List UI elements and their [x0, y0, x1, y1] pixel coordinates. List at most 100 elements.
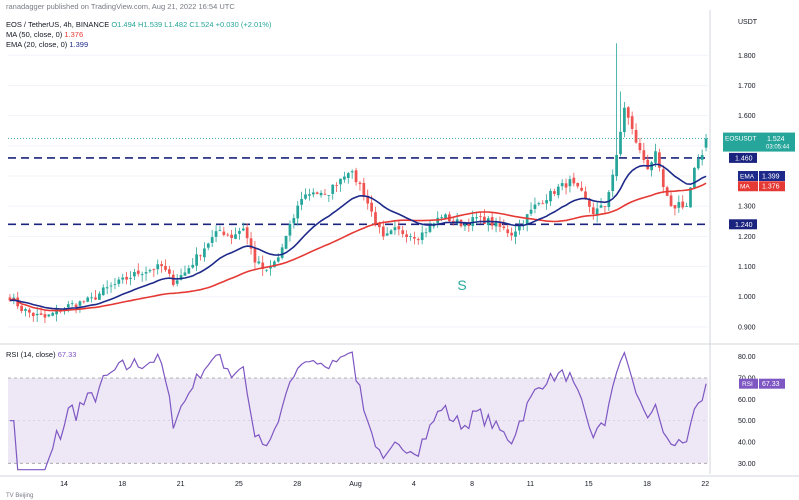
candle-body [350, 171, 354, 173]
candle-body [339, 178, 342, 185]
candle-body [541, 203, 545, 205]
candle-body [638, 143, 642, 151]
level-tag-label: 1.460 [735, 155, 753, 162]
candle-body [249, 238, 253, 249]
candle-body [545, 200, 548, 204]
candle-body [164, 265, 167, 270]
candle-body [284, 235, 288, 249]
moving-averages [9, 163, 707, 312]
candle-body [661, 169, 665, 188]
price-tick-label: 1.000 [738, 294, 756, 301]
candle-body [327, 195, 331, 196]
candle-body [397, 226, 401, 230]
candle-body [90, 297, 93, 299]
series-tag-name-bg [738, 171, 758, 181]
symbol-header: EOS / TetherUS, 4h, BINANCE O1.494 H1.53… [6, 20, 271, 29]
candle-body [533, 204, 537, 209]
rsi-tick-label: 30.00 [738, 461, 756, 468]
publisher-label: ranadagger published on TradingView.com,… [6, 2, 235, 11]
candle-body [311, 192, 315, 195]
candle-body [572, 177, 576, 184]
candle-body [39, 313, 43, 315]
candle-body [506, 229, 510, 234]
candle-body [8, 297, 12, 301]
candle-body [315, 192, 319, 194]
rsi-line [9, 351, 707, 471]
candle-body [86, 297, 90, 302]
candle-body [257, 261, 261, 264]
series-tag-value: 1.399 [762, 174, 780, 181]
candle-body [265, 269, 268, 271]
candle-body [358, 182, 362, 185]
candle-body [226, 234, 230, 236]
time-axis[interactable]: 14 18 21 25 28 Aug 4 8 11 15 18 22 [0, 475, 799, 488]
time-tick-label: 21 [177, 481, 185, 488]
candle-body [444, 214, 447, 219]
level-tag-label: 1.240 [735, 222, 753, 229]
ma-line [9, 182, 707, 312]
symbol-label: EOS / TetherUS, 4h, BINANCE [6, 20, 110, 29]
candle-body [595, 208, 599, 216]
candle-body [234, 234, 237, 239]
publisher-text: ranadagger published on TradingView.com,… [6, 2, 235, 11]
candle-body [409, 236, 412, 238]
candle-body [171, 274, 175, 285]
price-axis[interactable]: USDT0.9001.0001.1001.2001.3001.4001.5001… [709, 10, 795, 474]
candle-body [20, 305, 23, 311]
price-tick-label: 1.600 [738, 113, 756, 120]
candle-body [98, 293, 101, 300]
time-tick-label: 14 [60, 481, 68, 488]
rsi-tag-name: RSI [742, 381, 753, 388]
ema-legend[interactable]: EMA (20, close, 0) 1.399 [6, 40, 88, 49]
candle-body [175, 280, 179, 284]
candle-body [518, 224, 521, 231]
price-tag-countdown: 03:05:44 [766, 145, 790, 151]
candle-body [553, 191, 556, 194]
series-tag-name: MA [740, 184, 750, 191]
ma-legend[interactable]: MA (50, close, 0) 1.376 [6, 30, 83, 39]
candle-body [381, 226, 385, 237]
price-tick-label: 1.800 [738, 53, 756, 60]
horizontal-levels [8, 138, 708, 226]
candle-body [117, 279, 121, 284]
candle-body [479, 216, 482, 217]
candle-body [607, 192, 611, 208]
candle-body [588, 198, 591, 207]
candle-body [451, 220, 455, 223]
candle-body [401, 230, 405, 235]
candle-body [187, 268, 191, 274]
candle-body [440, 217, 443, 219]
candle-body [677, 202, 681, 208]
candle-body [374, 212, 377, 225]
candle-body [696, 159, 700, 169]
time-tick-label: 11 [527, 481, 534, 488]
price-tick-label: 1.300 [738, 204, 756, 211]
candle-body [630, 116, 634, 129]
rsi-tick-label: 80.00 [738, 354, 756, 361]
rsi-legend[interactable]: RSI (14, close) 67.33 [6, 350, 76, 359]
price-tag-value-text: 1.524 [767, 136, 785, 143]
candle-body [183, 272, 187, 276]
candle-body [105, 287, 109, 289]
candle-body [94, 297, 97, 300]
candle-body [113, 284, 117, 285]
candle-body [576, 182, 580, 187]
time-tick-label: 15 [585, 481, 593, 488]
candle-body [109, 285, 113, 287]
candle-body [206, 243, 210, 248]
candle-body [366, 195, 370, 204]
candle-body [389, 230, 393, 235]
candle-body [214, 231, 218, 237]
candle-body [564, 183, 568, 188]
time-tick-label: 18 [643, 481, 651, 488]
candle-body [556, 186, 560, 196]
candle-body [580, 187, 583, 191]
candle-body [693, 167, 696, 188]
candle-body [168, 269, 171, 274]
candle-body [230, 234, 233, 238]
time-tick-label: 25 [235, 481, 243, 488]
series-tag-value: 1.376 [762, 184, 780, 191]
candle-body [323, 193, 327, 195]
